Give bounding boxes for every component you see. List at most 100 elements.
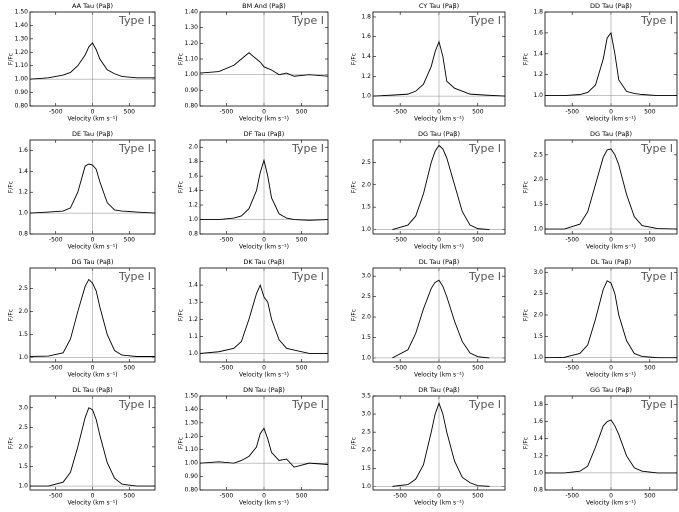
x-axis-label: Velocity (km s⁻¹) <box>586 500 636 507</box>
annotation: Type I <box>118 270 151 283</box>
y-tick-label: 1.2 <box>533 452 543 459</box>
x-tick-label: -500 <box>393 365 407 372</box>
x-axis-label: Velocity (km s⁻¹) <box>67 372 117 379</box>
x-tick-label: 500 <box>296 365 308 372</box>
y-tick-label: 2.5 <box>361 293 371 300</box>
y-tick-label: 1.0 <box>533 469 543 476</box>
y-tick-label: 1.2 <box>188 316 198 323</box>
x-tick-label: 0 <box>609 109 613 116</box>
y-axis-label: F/Fc <box>178 437 185 449</box>
y-axis-label: F/Fc <box>523 181 530 193</box>
x-tick-label: -500 <box>565 237 579 244</box>
y-tick-label: 1.5 <box>361 465 371 472</box>
y-tick-label: 1.2 <box>188 202 198 209</box>
annotation: Type I <box>468 142 501 155</box>
spectrum-line <box>392 279 490 359</box>
panel: CY Tau (Paβ) -500 0 500 1.0 1.2 1.4 1.6 1.8 Type … <box>351 2 506 123</box>
x-tick-label: -500 <box>565 365 579 372</box>
y-tick-label: 1.4 <box>18 168 28 175</box>
y-axis-label: F/Fc <box>351 437 358 449</box>
y-tick-label: 2.5 <box>361 159 371 166</box>
x-axis-label: Velocity (km s⁻¹) <box>67 116 117 123</box>
x-tick-label: 500 <box>644 237 656 244</box>
y-tick-label: 1.0 <box>361 226 371 233</box>
annotation: Type I <box>118 14 151 27</box>
y-tick-label: 1.10 <box>185 56 199 63</box>
y-tick-label: 1.40 <box>15 22 29 29</box>
x-tick-label: -500 <box>49 109 63 116</box>
y-tick-label: 1.6 <box>188 173 198 180</box>
y-tick-label: 2.0 <box>361 181 371 188</box>
spectrum-line <box>199 283 328 354</box>
annotation: Type I <box>640 142 673 155</box>
annotation: Type I <box>291 142 324 155</box>
y-tick-label: 2.0 <box>18 308 28 315</box>
panel: DL Tau (Paβ) -500 0 500 1.0 1.5 2.0 2.5 3.0 Type … <box>523 258 678 379</box>
y-axis-label: F/Fc <box>351 53 358 65</box>
y-tick-label: 2.5 <box>18 424 28 431</box>
y-tick-label: 0.8 <box>18 231 28 238</box>
y-axis-label: F/Fc <box>8 181 15 193</box>
panel-title: DG Tau (Paβ) <box>418 130 460 138</box>
x-tick-label: 500 <box>296 109 308 116</box>
panel-title: DL Tau (Paβ) <box>591 258 632 266</box>
y-axis-label: F/Fc <box>351 181 358 193</box>
y-axis-label: F/Fc <box>8 53 15 65</box>
panel-title: CY Tau (Paβ) <box>419 2 459 10</box>
y-tick-label: 1.8 <box>361 13 371 20</box>
y-tick-label: 1.8 <box>533 9 543 16</box>
y-tick-label: 3.0 <box>361 411 371 418</box>
panel-title: DL Tau (Paβ) <box>72 386 113 394</box>
y-tick-label: 1.20 <box>185 433 199 440</box>
y-tick-label: 0.90 <box>185 87 199 94</box>
y-tick-label: 1.4 <box>361 53 371 60</box>
y-tick-label: 0.80 <box>185 103 199 110</box>
panel: DF Tau (Paβ) -500 0 500 0.8 1.0 1.2 1.4 1.6 1.8 2.… <box>178 130 329 251</box>
y-tick-label: 2.5 <box>533 290 543 297</box>
y-tick-label: 2.5 <box>18 285 28 292</box>
panel: DK Tau (Paβ) -500 0 500 1.0 1.1 1.2 1.3 1.4 Type … <box>178 258 329 379</box>
spectrum-line <box>544 280 677 359</box>
x-axis-label: Velocity (km s⁻¹) <box>586 244 636 251</box>
x-tick-label: 500 <box>124 237 136 244</box>
y-axis-label: F/Fc <box>523 309 530 321</box>
x-axis-label: Velocity (km s⁻¹) <box>239 372 289 379</box>
spectrum-line <box>545 148 678 230</box>
panel-title: BM And (Paβ) <box>242 2 286 10</box>
y-tick-label: 2.0 <box>361 447 371 454</box>
x-tick-label: 500 <box>644 493 656 500</box>
x-tick-label: -500 <box>565 493 579 500</box>
x-tick-label: -500 <box>49 365 63 372</box>
annotation: Type I <box>468 270 501 283</box>
x-axis-label: Velocity (km s⁻¹) <box>414 116 464 123</box>
x-tick-label: 500 <box>472 493 484 500</box>
x-tick-label: 0 <box>262 493 266 500</box>
y-axis-label: F/Fc <box>178 53 185 65</box>
y-axis-label: F/Fc <box>523 437 530 449</box>
y-tick-label: 1.2 <box>533 71 543 78</box>
x-tick-label: 500 <box>124 365 136 372</box>
panel-title: DN Tau (Paβ) <box>243 386 285 394</box>
y-tick-label: 1.6 <box>533 29 543 36</box>
y-tick-label: 1.00 <box>15 76 29 83</box>
y-tick-label: 1.0 <box>533 354 543 361</box>
y-tick-label: 1.6 <box>361 33 371 40</box>
annotation: Type I <box>468 398 501 411</box>
spectrum-line <box>29 278 155 357</box>
y-tick-label: 0.80 <box>185 487 199 494</box>
spectrum-line <box>199 427 329 468</box>
y-tick-label: 1.50 <box>185 393 199 400</box>
panel-title: DR Tau (Paβ) <box>418 386 459 394</box>
y-tick-label: 1.40 <box>185 406 199 413</box>
annotation: Type I <box>291 14 324 27</box>
spectrum-line <box>372 40 506 97</box>
y-tick-label: 1.30 <box>15 35 29 42</box>
annotation: Type I <box>640 398 673 411</box>
y-tick-label: 3.0 <box>361 273 371 280</box>
y-tick-label: 1.0 <box>361 354 371 361</box>
y-axis-label: F/Fc <box>8 309 15 321</box>
y-tick-label: 1.6 <box>18 147 28 154</box>
panel: BM And (Paβ) -500 0 500 0.80 0.90 1.00 1.10 1.20… <box>178 2 329 123</box>
spectrum-line <box>29 163 156 214</box>
y-axis-label: F/Fc <box>178 181 185 193</box>
